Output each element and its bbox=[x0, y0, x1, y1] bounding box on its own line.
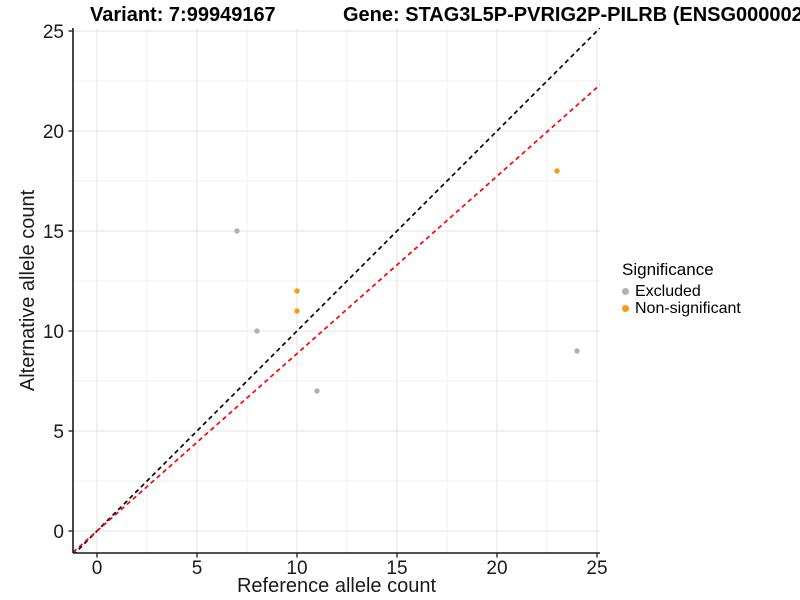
x-tick-label: 10 bbox=[286, 558, 307, 579]
fit-line bbox=[73, 84, 600, 553]
x-tick-label: 5 bbox=[192, 558, 203, 579]
y-axis-title: Alternative allele count bbox=[17, 189, 39, 391]
y-tick-label: 20 bbox=[43, 122, 64, 143]
data-point-non-significant bbox=[294, 288, 300, 294]
x-tick-label: 25 bbox=[586, 558, 607, 579]
y-tick-label: 0 bbox=[53, 522, 64, 543]
legend-title: Significance bbox=[622, 260, 714, 279]
data-point-excluded bbox=[254, 328, 260, 334]
x-tick-label: 0 bbox=[92, 558, 103, 579]
legend-item-non-significant: Non-significant bbox=[622, 300, 741, 317]
y-tick-label: 15 bbox=[43, 222, 64, 243]
legend-item-label: Non-significant bbox=[635, 299, 741, 317]
legend-key-dot bbox=[622, 288, 629, 295]
variant-title: Variant: 7:99949167 bbox=[90, 4, 276, 26]
legend: Significance Excluded Non-significant bbox=[622, 260, 741, 317]
x-axis-title: Reference allele count bbox=[237, 575, 436, 597]
legend-item-label: Excluded bbox=[635, 282, 701, 300]
x-tick-label: 20 bbox=[486, 558, 507, 579]
data-point-excluded bbox=[314, 388, 320, 394]
y-tick-label: 10 bbox=[43, 322, 64, 343]
identity-line bbox=[73, 28, 600, 553]
y-tick-label: 5 bbox=[53, 422, 64, 443]
data-point-excluded bbox=[574, 348, 580, 354]
legend-key-dot bbox=[622, 305, 629, 312]
gene-title: Gene: STAG3L5P-PVRIG2P-PILRB (ENSG000002 bbox=[343, 4, 800, 26]
data-point-excluded bbox=[234, 228, 240, 234]
data-point-non-significant bbox=[294, 308, 300, 314]
y-tick-label: 25 bbox=[43, 22, 64, 43]
data-point-non-significant bbox=[554, 168, 560, 174]
legend-item-excluded: Excluded bbox=[622, 283, 741, 300]
x-tick-label: 15 bbox=[386, 558, 407, 579]
